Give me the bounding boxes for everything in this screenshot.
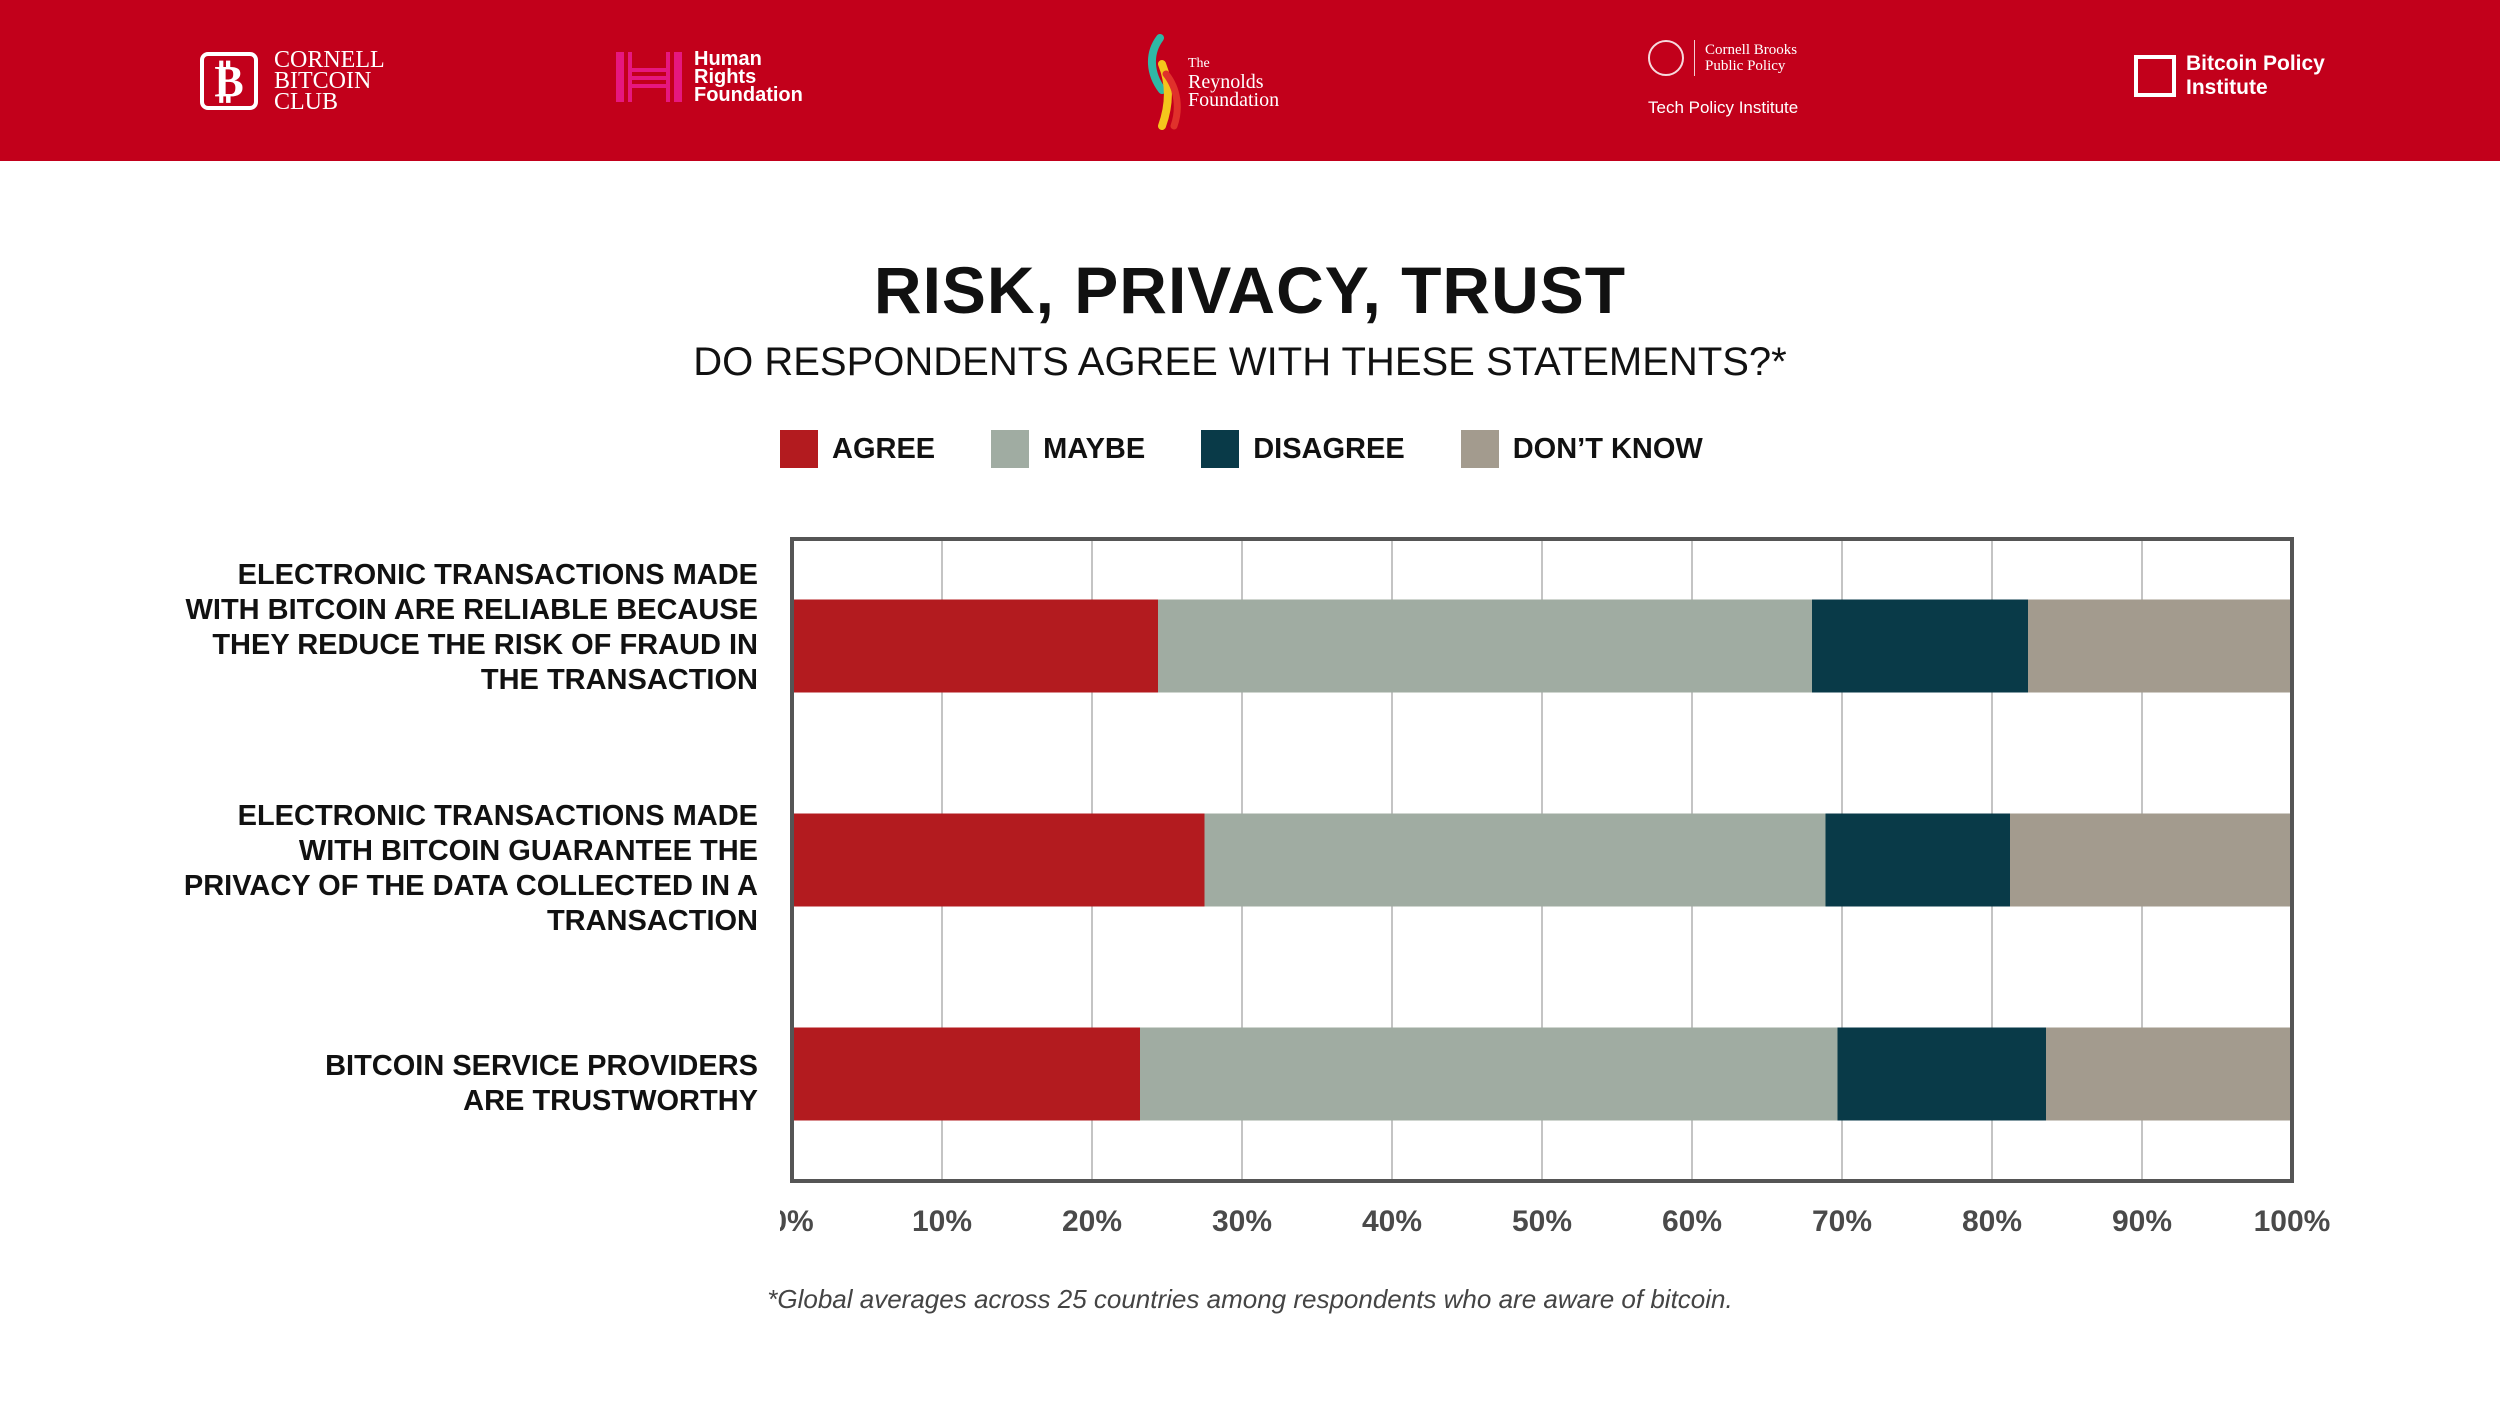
x-tick-label-2: 20% xyxy=(1062,1205,1122,1238)
bar-3-maybe xyxy=(1140,1027,1838,1121)
cornell-bitcoin-club-text: CORNELL BITCOIN CLUB xyxy=(274,46,385,115)
hrf-text: Human Rights Foundation xyxy=(694,48,803,106)
footnote: *Global averages across 25 countries amo… xyxy=(767,1284,1733,1314)
category-label-2: ELECTRONIC TRANSACTIONS MADE WITH BITCOI… xyxy=(183,800,758,937)
legend-swatch-maybe xyxy=(991,430,1030,468)
bar-2-disagree xyxy=(1825,813,2010,907)
bar-1-don-t-know xyxy=(2028,599,2292,693)
bar-1-disagree xyxy=(1812,599,2028,693)
legend-swatch-disagree xyxy=(1201,430,1240,468)
legend-label-agree: AGREE xyxy=(832,432,936,465)
x-tick-label-0: 0% xyxy=(780,1205,814,1238)
legend-label-dont-know: DON’T KNOW xyxy=(1512,432,1703,465)
logo-divider xyxy=(1694,40,1695,76)
cornell-seal-icon xyxy=(1648,40,1684,76)
reynolds-text: The Reynolds Foundation xyxy=(1188,56,1280,111)
hrf-mark-icon xyxy=(616,52,682,102)
reynolds-mark-icon xyxy=(1148,34,1181,130)
cornell-bitcoin-club-logo: ₿ CORNELL BITCOIN CLUB xyxy=(200,46,394,116)
stacked-bar-chart: 0% 10% 20% 30% 40% 50% 60% 70% 80% 90% 100% xyxy=(780,537,2331,1238)
legend-swatch-dont-know xyxy=(1460,430,1499,468)
legend-label-maybe: MAYBE xyxy=(1043,432,1146,465)
plot-frame xyxy=(790,537,2294,1183)
tech-policy-institute-text: Tech Policy Institute xyxy=(1648,98,1799,117)
bar-2-agree xyxy=(792,813,1205,907)
human-rights-foundation-logo: Human Rights Foundation xyxy=(614,48,814,106)
legend-item-dont-know: DON’T KNOW xyxy=(1460,430,1703,468)
legend-item-maybe: MAYBE xyxy=(991,430,1145,468)
chart-subtitle: DO RESPONDENTS AGREE WITH THESE STATEMEN… xyxy=(693,340,1787,384)
bitcoin-policy-institute-logo: Bitcoin Policy Institute xyxy=(2134,52,2346,100)
legend-item-agree: AGREE xyxy=(780,430,935,468)
cornell-brooks-logo: Cornell Brooks Public Policy Tech Policy… xyxy=(1648,40,1825,118)
bar-3-don-t-know xyxy=(2046,1027,2292,1121)
legend-label-disagree: DISAGREE xyxy=(1253,432,1405,465)
bar-2-don-t-know xyxy=(2010,813,2292,907)
bpi-text: Bitcoin Policy Institute xyxy=(2186,52,2325,99)
bar-2-maybe xyxy=(1204,813,1826,907)
x-tick-label-10: 100% xyxy=(2254,1205,2331,1238)
bar-3-disagree xyxy=(1837,1027,2046,1121)
bar-1-agree xyxy=(792,599,1158,693)
x-tick-label-3: 30% xyxy=(1212,1205,1272,1238)
x-tick-label-1: 10% xyxy=(912,1205,972,1238)
legend-item-disagree: DISAGREE xyxy=(1201,430,1405,468)
x-tick-label-8: 80% xyxy=(1962,1205,2022,1238)
x-tick-label-5: 50% xyxy=(1512,1205,1572,1238)
bar-3-agree xyxy=(792,1027,1140,1121)
chart-legend: AGREE MAYBE DISAGREE DON’T KNOW xyxy=(780,430,1759,468)
legend-swatch-agree xyxy=(780,430,818,468)
category-label-3: BITCOIN SERVICE PROVIDERS ARE TRUSTWORTH… xyxy=(325,1050,758,1117)
chart-title: RISK, PRIVACY, TRUST xyxy=(873,253,1627,327)
header-banner: ₿ CORNELL BITCOIN CLUB Human Rights Foun… xyxy=(0,0,2500,161)
bpi-square-icon xyxy=(2134,55,2176,97)
bitcoin-icon: ₿ xyxy=(200,52,258,110)
x-tick-label-9: 90% xyxy=(2112,1205,2172,1238)
x-tick-label-7: 70% xyxy=(1812,1205,1872,1238)
x-tick-label-6: 60% xyxy=(1662,1205,1722,1238)
x-tick-label-4: 40% xyxy=(1362,1205,1422,1238)
bar-1-maybe xyxy=(1158,599,1812,693)
cornell-brooks-text: Cornell Brooks Public Policy xyxy=(1705,42,1798,74)
reynolds-foundation-logo: The Reynolds Foundation xyxy=(1140,34,1328,130)
category-label-1: ELECTRONIC TRANSACTIONS MADE WITH BITCOI… xyxy=(185,559,758,696)
